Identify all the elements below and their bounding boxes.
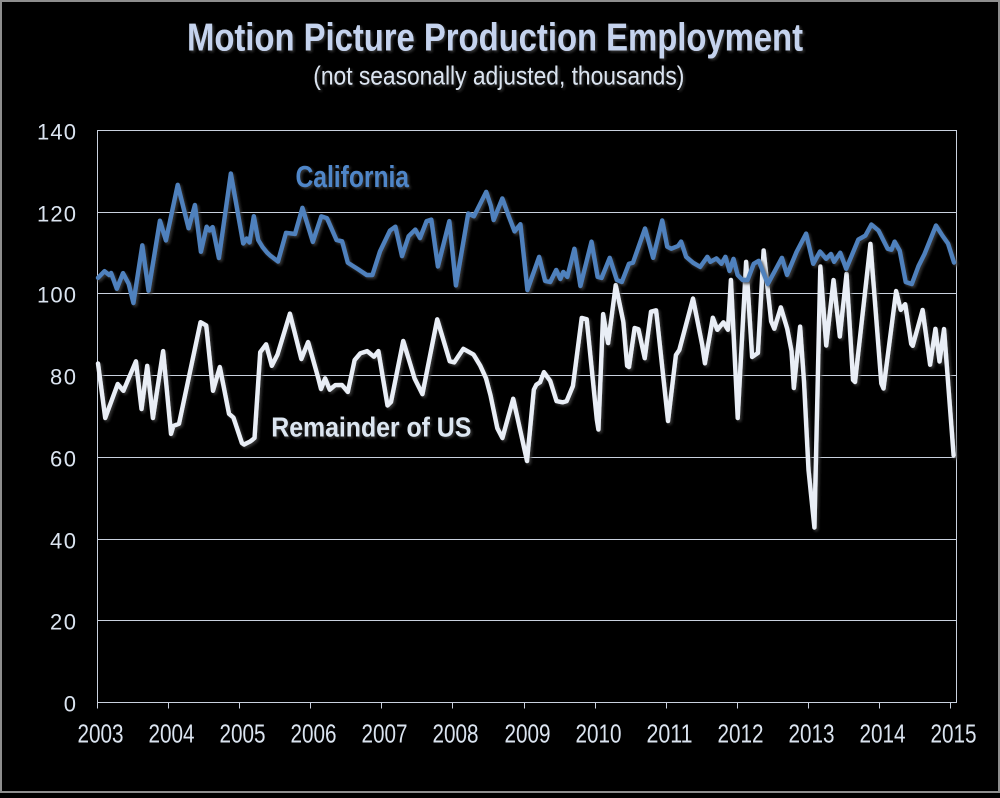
- svg-text:Motion Picture Production Empl: Motion Picture Production Employment: [187, 16, 803, 59]
- svg-text:California: California: [296, 159, 410, 194]
- svg-text:2009: 2009: [505, 719, 551, 749]
- svg-text:0: 0: [64, 691, 76, 716]
- svg-text:60: 60: [50, 446, 76, 471]
- svg-text:120: 120: [37, 201, 76, 226]
- svg-text:2014: 2014: [860, 719, 906, 749]
- svg-text:2008: 2008: [433, 719, 479, 749]
- svg-text:2005: 2005: [220, 719, 266, 749]
- svg-text:40: 40: [50, 528, 76, 553]
- svg-text:140: 140: [37, 119, 76, 144]
- svg-text:2011: 2011: [647, 719, 693, 749]
- svg-text:2010: 2010: [576, 719, 622, 749]
- svg-text:80: 80: [50, 364, 76, 389]
- svg-text:20: 20: [50, 609, 76, 634]
- svg-text:(not seasonally adjusted, thou: (not seasonally adjusted, thousands): [313, 61, 684, 91]
- svg-text:Remainder of US: Remainder of US: [271, 411, 471, 442]
- svg-text:100: 100: [37, 282, 76, 307]
- svg-text:2006: 2006: [291, 719, 337, 749]
- svg-text:2007: 2007: [362, 719, 408, 749]
- svg-text:2004: 2004: [149, 719, 195, 749]
- svg-text:2003: 2003: [78, 719, 124, 749]
- svg-text:2013: 2013: [789, 719, 835, 749]
- svg-text:2015: 2015: [931, 719, 977, 749]
- svg-text:2012: 2012: [718, 719, 764, 749]
